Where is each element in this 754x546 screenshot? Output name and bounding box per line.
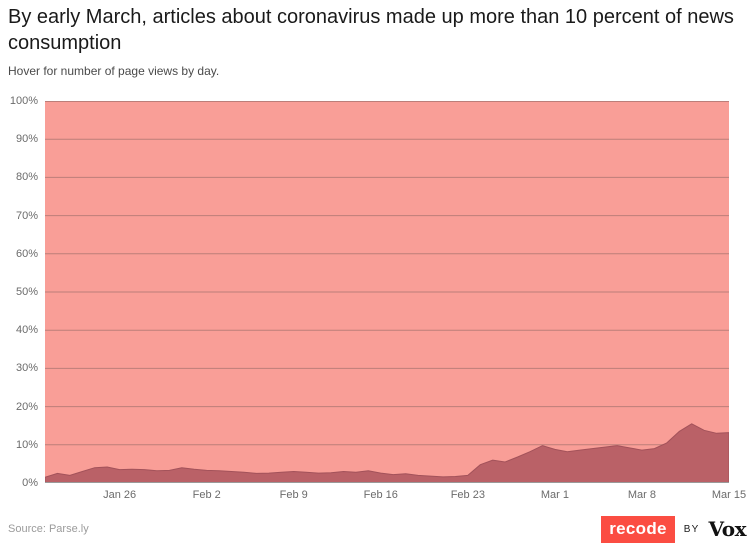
y-tick-label: 30%: [15, 362, 38, 375]
y-tick-label: 100%: [9, 95, 38, 107]
y-axis-labels: 0% 10% 20% 30% 40% 50% 60% 70% 80% 90% 100%: [0, 95, 38, 489]
vox-logo[interactable]: Vox: [708, 517, 747, 541]
x-tick-label: Feb 16: [363, 489, 398, 501]
chart-subtitle: Hover for number of page views by day.: [8, 64, 220, 78]
y-tick-label: 40%: [15, 324, 38, 337]
other-news-area: [45, 101, 729, 483]
recode-logo[interactable]: recode: [601, 515, 675, 543]
y-tick-label: 50%: [15, 286, 38, 298]
by-label: BY: [683, 523, 700, 535]
y-tick-label: 60%: [15, 247, 38, 260]
footer: Source: Parse.ly recode BY Vox: [8, 514, 747, 544]
x-tick-label: Jan 26: [103, 489, 137, 501]
brand-lockup: recode BY Vox: [601, 515, 747, 543]
y-tick-label: 70%: [15, 209, 38, 222]
y-tick-label: 90%: [15, 133, 38, 146]
x-tick-label: Mar 15: [711, 489, 747, 501]
x-tick-label: Feb 23: [450, 489, 485, 501]
x-tick-label: Feb 2: [192, 489, 221, 501]
y-tick-label: 20%: [15, 400, 38, 413]
coronavirus-area: [45, 423, 729, 483]
x-tick-label: Mar 8: [627, 489, 656, 501]
plot-area[interactable]: [45, 101, 729, 483]
y-tick-label: 0%: [22, 477, 38, 489]
source-label: Source: Parse.ly: [8, 523, 89, 535]
x-tick-label: Feb 9: [279, 489, 308, 501]
area-chart: 0% 10% 20% 30% 40% 50% 60% 70% 80% 90% 100% Jan 26…: [10, 95, 746, 501]
y-tick-label: 80%: [15, 171, 38, 184]
y-tick-label: 10%: [15, 438, 38, 451]
chart-title: By early March, articles about coronavir…: [8, 6, 734, 54]
x-axis-labels: Jan 26 Feb 2 Feb 9 Feb 16 Feb 23 Mar 1 Mar 8 Ma…: [45, 483, 746, 505]
x-tick-label: Mar 1: [540, 489, 569, 501]
